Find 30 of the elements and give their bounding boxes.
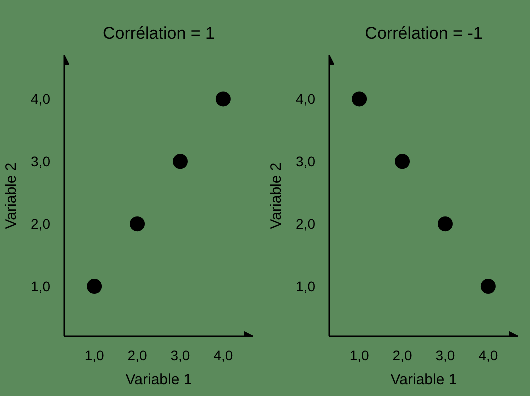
x-tick-label: 4,0 [214, 348, 234, 364]
point [130, 216, 146, 232]
chart-title: Corrélation = 1 [103, 24, 215, 43]
y-tick-label: 1,0 [31, 278, 51, 295]
x-tick-label: 2,0 [128, 348, 148, 364]
y-tick-label: 2,0 [296, 216, 316, 232]
x-tick-label: 3,0 [436, 348, 456, 364]
x-tick-label: 1,0 [84, 348, 105, 364]
y-tick-label: 4,0 [296, 91, 316, 108]
x-tick-label: 1,0 [350, 348, 370, 364]
point [395, 154, 410, 170]
y-axis-title: Variable 2 [3, 162, 20, 230]
y-tick-label: 4,0 [31, 91, 51, 108]
point [352, 92, 368, 107]
y-tick-label: 2,0 [31, 216, 51, 232]
point [172, 154, 188, 170]
point [480, 279, 496, 294]
point [438, 216, 453, 232]
y-axis-title: Variable 2 [268, 162, 286, 230]
point [87, 279, 102, 294]
point [216, 92, 231, 107]
y-tick-label: 1,0 [296, 278, 316, 295]
y-tick-label: 3,0 [296, 154, 316, 170]
x-tick-label: 3,0 [170, 348, 190, 364]
x-axis-title: Variable 1 [390, 372, 458, 388]
x-tick-label: 2,0 [392, 348, 412, 364]
x-axis-title: Variable 1 [126, 372, 192, 388]
chart-title: Corrélation = -1 [365, 24, 483, 43]
x-tick-label: 4,0 [478, 348, 498, 364]
y-tick-label: 3,0 [31, 154, 51, 170]
